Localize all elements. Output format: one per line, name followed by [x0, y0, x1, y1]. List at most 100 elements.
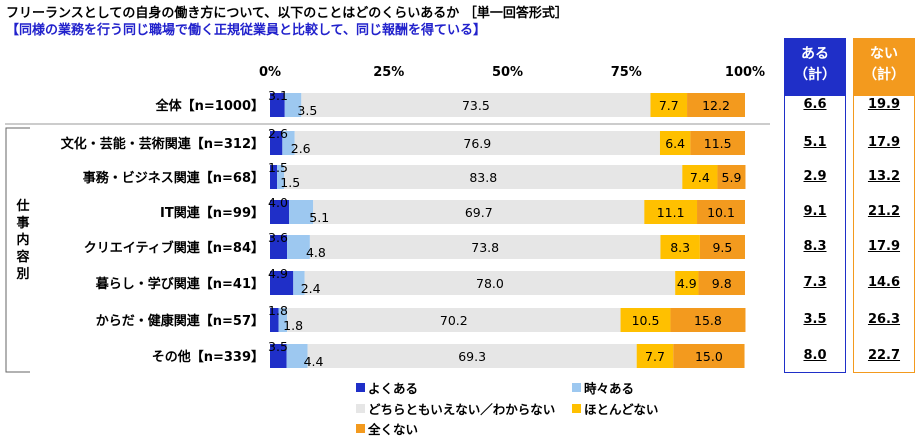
bar-segment: [287, 308, 621, 332]
data-label: 11.1: [657, 205, 685, 220]
bar-segment: [282, 131, 295, 155]
legend-item: よくある: [356, 378, 418, 397]
legend-label: 全くない: [368, 422, 419, 437]
legend-swatch: [572, 404, 581, 413]
legend-label: ほとんどない: [584, 402, 659, 417]
legend-label: 時々ある: [584, 381, 635, 396]
bar-segment: [673, 344, 745, 368]
data-label: 73.5: [462, 98, 490, 113]
bar-segment: [699, 235, 745, 259]
data-label: 7.4: [690, 170, 710, 185]
nai-total-header: ない （計）: [853, 38, 915, 96]
legend-swatch: [356, 424, 365, 433]
bar-segment: [682, 165, 718, 189]
data-label: 1.8: [268, 303, 288, 318]
data-label: 7.7: [659, 98, 679, 113]
aru-total-value: 3.5: [803, 312, 827, 327]
bar-segment: [277, 165, 285, 189]
category-label: 暮らし・学び関連【n=41】: [95, 276, 264, 292]
data-label: 78.0: [476, 276, 504, 291]
aru-total-header: ある （計）: [784, 38, 846, 96]
data-label: 3.5: [268, 339, 288, 354]
category-label: 全体【n=1000】: [155, 98, 264, 114]
data-label: 15.0: [695, 349, 723, 364]
legend-item: 時々ある: [572, 378, 634, 397]
bar-segment: [270, 165, 278, 189]
data-label: 69.3: [458, 349, 486, 364]
data-label: 3.6: [268, 230, 288, 245]
bar-segment: [670, 308, 746, 332]
data-label: 15.8: [694, 313, 722, 328]
data-label: 3.1: [268, 88, 288, 103]
chart-subtitle: 【同様の業務を行う同じ職場で働く正規従業員と比較して、同じ報酬を得ている】: [6, 23, 486, 38]
data-label: 4.8: [306, 245, 326, 260]
data-label: 12.2: [702, 98, 730, 113]
data-label: 4.0: [268, 195, 288, 210]
nai-total-value: 17.9: [867, 135, 901, 150]
data-label: 1.5: [280, 175, 300, 190]
bar-segment: [313, 200, 645, 224]
aru-total-value: 7.3: [803, 275, 827, 290]
bar-segment: [286, 344, 308, 368]
category-label: からだ・健康関連【n=57】: [96, 313, 264, 329]
nai-total-value: 14.6: [867, 275, 901, 290]
bar-segment: [644, 200, 698, 224]
nai-total-value: 22.7: [867, 348, 901, 363]
data-label: 1.5: [268, 160, 288, 175]
data-label: 76.9: [463, 136, 491, 151]
x-tick-label: 75%: [611, 65, 642, 80]
bar-segment: [289, 200, 314, 224]
bar-segment: [270, 344, 287, 368]
bar-segment: [687, 93, 745, 117]
bar-segment: [287, 235, 310, 259]
bar-segment: [690, 131, 745, 155]
data-label: 69.7: [465, 205, 493, 220]
bar-segment: [270, 235, 288, 259]
bar-segment: [284, 165, 683, 189]
bar-segment: [301, 93, 651, 117]
data-label: 1.8: [283, 318, 303, 333]
bar-segment: [270, 200, 289, 224]
data-label: 2.4: [301, 281, 321, 296]
bar-segment: [660, 235, 700, 259]
data-label: 4.9: [268, 266, 288, 281]
bar-segment: [270, 93, 285, 117]
data-label: 83.8: [469, 170, 497, 185]
chart-title: フリーランスとしての自身の働き方について、以下のことはどのくらいあるか ［単一回…: [6, 6, 568, 21]
bar-segment: [304, 271, 676, 295]
bar-segment: [294, 131, 660, 155]
x-tick-label: 100%: [725, 65, 765, 80]
data-label: 2.6: [291, 141, 311, 156]
aru-total-value: 9.1: [803, 204, 827, 219]
legend-label: どちらともいえない／わからない: [368, 402, 556, 417]
data-label: 4.4: [304, 354, 324, 369]
legend-item: 全くない: [356, 419, 418, 438]
legend-item: どちらともいえない／わからない: [356, 399, 555, 418]
data-label: 9.8: [712, 276, 732, 291]
bar-segment: [293, 271, 305, 295]
data-label: 5.1: [309, 210, 329, 225]
nai-total-value: 17.9: [867, 239, 901, 254]
category-label: IT関連【n=99】: [160, 205, 264, 221]
bar-segment: [270, 271, 294, 295]
data-label: 73.8: [471, 240, 499, 255]
category-label: 文化・芸能・芸術関連【n=312】: [61, 136, 264, 152]
bar-segment: [278, 308, 288, 332]
data-label: 10.5: [632, 313, 660, 328]
legend-swatch: [356, 383, 365, 392]
legend-label: よくある: [368, 381, 419, 396]
bar-segment: [659, 131, 691, 155]
x-tick-label: 25%: [373, 65, 404, 80]
nai-total-value: 13.2: [867, 169, 901, 184]
aru-total-value: 8.3: [803, 239, 827, 254]
data-label: 10.1: [707, 205, 735, 220]
data-label: 6.4: [665, 136, 685, 151]
aru-total-value: 8.0: [803, 348, 827, 363]
data-label: 7.7: [645, 349, 665, 364]
nai-total-value: 19.9: [867, 97, 901, 112]
bar-segment: [270, 131, 283, 155]
bar-segment: [636, 344, 674, 368]
data-label: 5.9: [722, 170, 742, 185]
bar-segment: [620, 308, 671, 332]
